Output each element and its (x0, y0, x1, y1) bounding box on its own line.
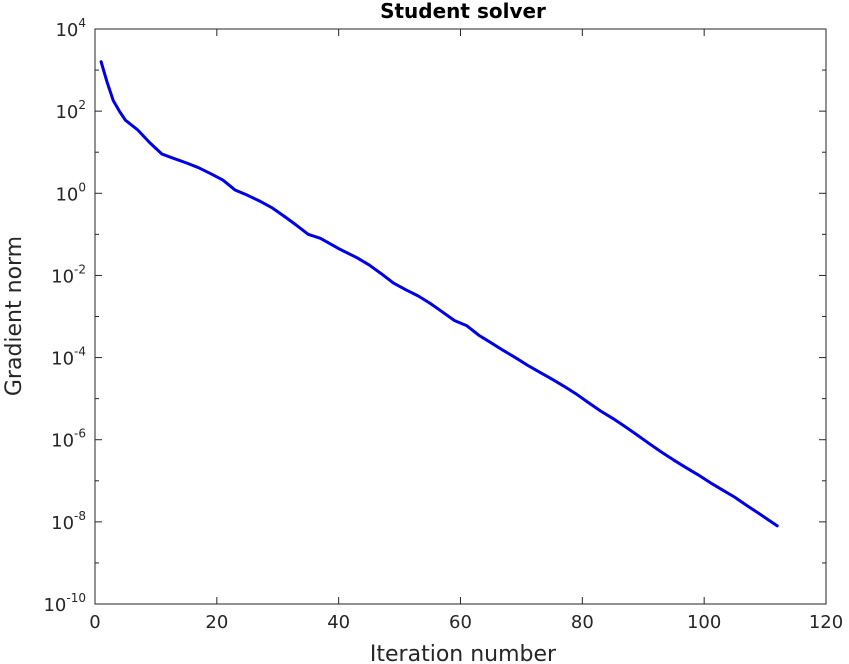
x-tick-label: 40 (327, 612, 350, 633)
y-tick-label: 10-2 (51, 262, 86, 287)
x-tick-label: 120 (809, 612, 843, 633)
y-tick-label: 10-4 (51, 345, 86, 370)
y-tick-label: 10-8 (51, 509, 86, 534)
x-axis-ticks: 0 20 40 60 80 100 120 (89, 29, 843, 633)
y-axis-ticks: 10-10 10-8 10-6 10-4 10-2 100 102 104 (43, 16, 826, 616)
series-layer (99, 60, 779, 528)
y-tick-label: 102 (55, 98, 86, 123)
y-tick-label: 10-10 (43, 591, 86, 616)
y-axis-label: Gradient norm (2, 236, 27, 396)
y-tick-label: 100 (55, 180, 86, 205)
x-tick-label: 100 (687, 612, 721, 633)
x-tick-label: 20 (205, 612, 228, 633)
plot-area (95, 29, 826, 604)
x-tick-label: 0 (89, 612, 100, 633)
y-tick-label: 104 (55, 16, 86, 41)
x-axis-label: Iteration number (370, 642, 557, 664)
y-tick-label: 10-6 (51, 427, 86, 452)
x-tick-label: 80 (571, 612, 594, 633)
x-tick-label: 60 (449, 612, 472, 633)
series-line (99, 60, 779, 528)
chart-title: Student solver (380, 0, 546, 23)
